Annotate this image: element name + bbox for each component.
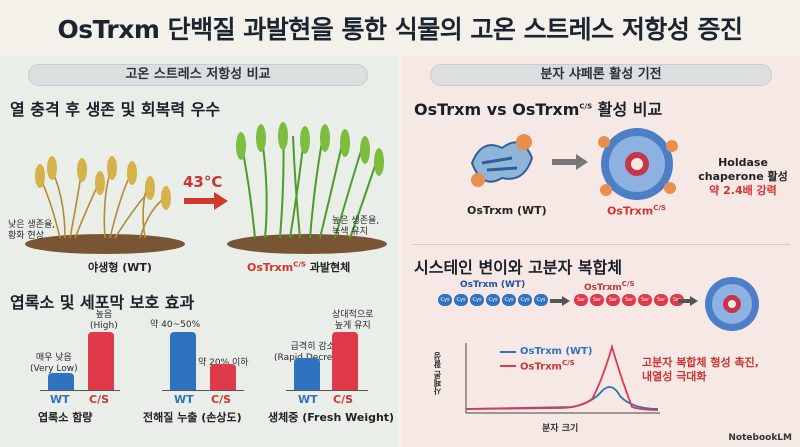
chart3-wt-note: 급격히 감소 (Rapid Decrease)	[274, 342, 352, 363]
chart2-cs-label: C/S	[211, 393, 232, 406]
cs-profile-line	[465, 343, 659, 411]
chart1-wt-label: WT	[50, 393, 70, 406]
chain-arrow-icon	[550, 296, 570, 306]
cys-bead: Cys	[534, 294, 548, 306]
cs-complex-icon	[598, 128, 678, 200]
heat-arrow-icon	[184, 192, 228, 210]
legend-wt-line	[500, 351, 516, 353]
chart1-axis	[40, 390, 120, 391]
cys-bead: Cys	[486, 294, 500, 306]
cys-bead: Cys	[502, 294, 516, 306]
legend-cs-line	[500, 365, 516, 367]
left-panel: 고온 스트레스 저항성 비교 열 충격 후 생존 및 회복력 우수 낮은 생존율…	[0, 56, 398, 447]
complex-annotation: 고분자 복합체 형성 촉진, 내열성 극대화	[642, 356, 759, 383]
temperature-label: 43°C	[183, 173, 223, 191]
chart1-cs-bar	[88, 332, 114, 390]
cs-protein-label: OsTrxmC/S	[607, 204, 666, 218]
ox-note: 높은 생존율, 녹색 유지	[332, 216, 380, 237]
wt-chain-label: OsTrxm (WT)	[460, 280, 526, 290]
chart1-wt-bar	[48, 373, 74, 390]
wt-protein-label: OsTrxm (WT)	[467, 204, 547, 217]
chart3-wt-label: WT	[298, 393, 318, 406]
chart2-caption: 전해질 누출 (손상도)	[143, 411, 242, 424]
legend-cs-label: OsTrxmC/S	[520, 359, 575, 373]
chart1-wt-note: 매우 낮음 (Very Low)	[30, 353, 78, 374]
ser-bead: Ser	[622, 294, 636, 306]
page-title: OsTrxm 단백질 과발현을 통한 식물의 고온 스트레스 저항성 증진	[57, 15, 743, 44]
survival-header: 열 충격 후 생존 및 회복력 우수	[10, 100, 221, 119]
left-section-pill: 고온 스트레스 저항성 비교	[28, 64, 368, 86]
ser-bead: Ser	[638, 294, 652, 306]
chart1-cs-note: 높음 (High)	[90, 310, 118, 331]
ser-bead: Ser	[606, 294, 620, 306]
ser-bead: Ser	[590, 294, 604, 306]
right-panel: 분자 샤페론 활성 기전 OsTrxm vs OsTrxmC/S 활성 비교 O…	[402, 56, 800, 447]
wt-note: 낮은 생존율, 황화 현상	[8, 220, 56, 241]
notebooklm-logo: NotebookLM	[728, 433, 792, 443]
protection-header: 엽록소 및 세포막 보호 효과	[10, 293, 195, 312]
chart2-wt-note: 약 40~50%	[150, 320, 201, 330]
chart2-wt-bar	[170, 332, 196, 390]
activity-arrow-icon	[552, 154, 588, 170]
activity-text: Holdase chaperone 활성 약 2.4배 강력	[698, 156, 788, 197]
chart2-cs-bar	[210, 364, 236, 390]
polymer-complex-icon	[705, 277, 759, 331]
wt-protein-icon	[470, 134, 534, 187]
profile-ylabel: 사페론 활성	[433, 352, 442, 395]
ox-plant-label: OsTrxmC/S 과발현체	[247, 260, 351, 274]
chart2-cs-note: 약 20% 이하	[198, 358, 249, 368]
cys-bead: Cys	[454, 294, 468, 306]
healthy-rice-illustration	[227, 122, 387, 254]
chart1-cs-label: C/S	[89, 393, 110, 406]
cys-bead: Cys	[438, 294, 452, 306]
complex-arrow-icon	[678, 296, 698, 306]
chart2-wt-label: WT	[174, 393, 194, 406]
chart3-wt-bar	[294, 358, 320, 390]
chart3-axis	[286, 390, 368, 391]
chart3-caption: 생체중 (Fresh Weight)	[268, 411, 395, 424]
chaperone-profile-chart	[465, 343, 660, 414]
legend-wt-label: OsTrxm (WT)	[520, 346, 593, 357]
ser-bead: Ser	[654, 294, 668, 306]
right-section-pill: 분자 샤페론 활성 기전	[430, 64, 772, 86]
section-divider	[412, 244, 790, 245]
chart1-caption: 엽록소 함량	[38, 411, 93, 424]
cys-bead: Cys	[518, 294, 532, 306]
chart3-cs-bar	[332, 332, 358, 390]
chart3-cs-label: C/S	[333, 393, 354, 406]
chart3-cs-note: 상대적으로 높게 유지	[332, 310, 374, 331]
cs-chain-label: OsTrxmC/S	[584, 280, 635, 293]
cys-bead: Cys	[470, 294, 484, 306]
wilted-rice-illustration	[25, 156, 185, 254]
chart2-axis	[162, 390, 244, 391]
ser-bead: Ser	[574, 294, 588, 306]
wt-plant-label: 야생형 (WT)	[88, 261, 152, 274]
cysteine-header: 시스테인 변이와 고분자 복합체	[414, 258, 623, 277]
profile-xlabel: 분자 크기	[542, 424, 579, 434]
activity-header: OsTrxm vs OsTrxmC/S 활성 비교	[414, 100, 663, 119]
